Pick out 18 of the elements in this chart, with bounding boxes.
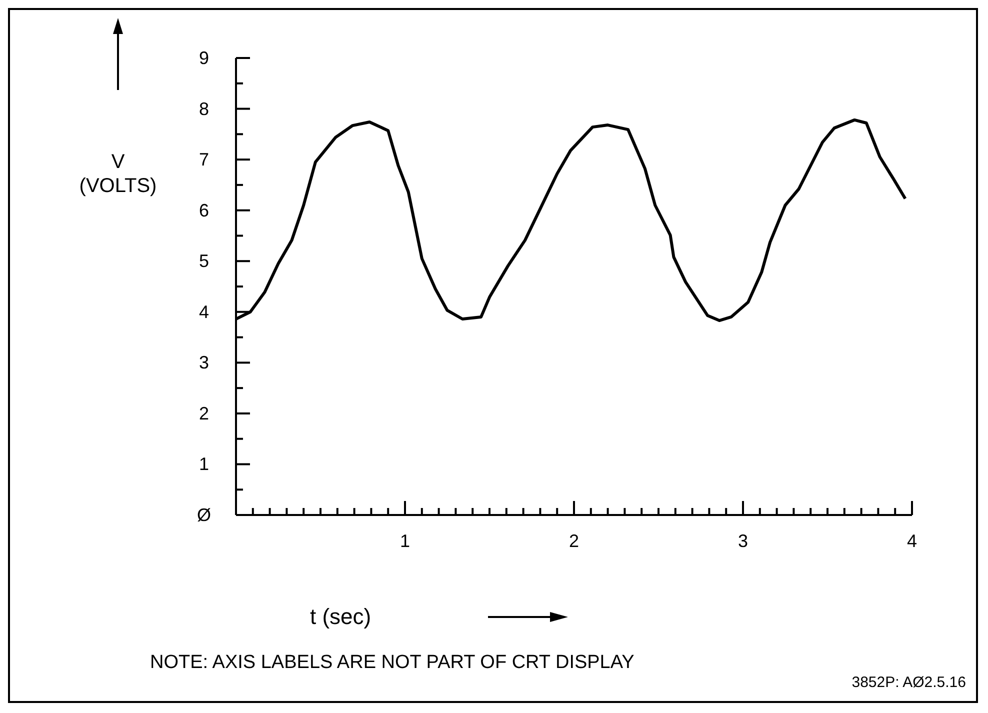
y-tick-label: 2: [198, 403, 210, 424]
y-tick-label: 4: [198, 302, 210, 322]
y-tick-label: 5: [198, 251, 210, 272]
x-tick-label: 4: [906, 531, 918, 551]
x-tick-label: 1: [400, 531, 410, 551]
y-tick-label: Ø: [196, 505, 212, 525]
y-tick-label: 6: [198, 200, 210, 220]
x-tick-label: 2: [568, 531, 580, 551]
y-tick-label: 7: [198, 150, 210, 170]
y-axis-title: V (VOLTS): [78, 150, 158, 198]
y-tick-label: 3: [198, 352, 210, 373]
x-tick-label: 3: [738, 531, 748, 551]
y-tick-label: 1: [198, 454, 210, 474]
y-tick-label: 8: [198, 98, 210, 119]
x-axis-title: t (sec): [310, 604, 372, 630]
text: 3852P: AØ2.5.16: [852, 674, 966, 691]
text: NOTE: AXIS LABELS ARE NOT PART OF CRT DISPLAY: [150, 652, 634, 674]
y-tick-label: 9: [198, 48, 210, 68]
